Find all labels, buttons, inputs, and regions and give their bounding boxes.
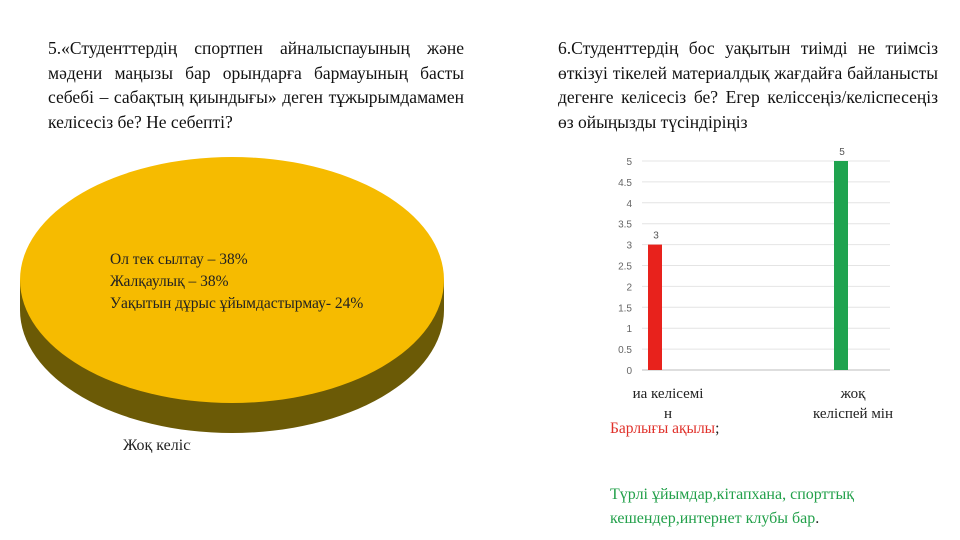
note-facilities: Түрлі ұйымдар,кітапхана, спорттық кешенд… [610,483,910,531]
y-tick-labels: 0 0.5 1 1.5 2 2.5 3 3.5 4 4.5 5 [618,157,632,377]
category-label-no: жоқ келіспей мін [812,386,894,422]
note-all-paid-punct: ; [715,420,720,437]
bar-chart: 00.511.522.533.544.55 35 [618,147,890,377]
y-tick-label: 0 [626,366,632,377]
data-labels: 35 [653,147,845,242]
y-tick-label: 5 [626,157,632,168]
category-label-yes: иа келісемі н [632,386,704,422]
pie-chart-3d [20,157,444,433]
bar [834,161,848,370]
y-tick-label: 0.5 [618,345,632,356]
y-tick-label: 3 [626,241,632,252]
y-tick-label: 1.5 [618,303,632,314]
pie-label-laziness: Жалқаулық – 38% [110,273,229,290]
pie-label-time-management: Уақытын дұрыс ұйымдастырмау- 24% [110,295,364,312]
data-label: 5 [839,147,845,158]
pie-label-excuse: Ол тек сылтау – 38% [110,251,248,268]
gridlines [642,160,890,371]
question-6-text: 6.Студенттердің бос уақытын тиімді не ти… [558,38,938,132]
bars [648,161,848,370]
y-tick-label: 2.5 [618,262,632,273]
data-label: 3 [653,231,659,242]
note-all-paid-text: Барлығы ақылы [610,420,716,437]
y-tick-label: 4 [626,199,632,210]
note-facilities-punct: . [815,510,820,527]
note-facilities-text: Түрлі ұйымдар,кітапхана, спорттық кешенд… [610,486,855,527]
y-tick-label: 1 [626,324,632,335]
y-tick-label: 3.5 [618,220,632,231]
y-tick-label: 2 [626,282,632,293]
pie-top [20,157,444,403]
question-5-text: 5.«Студенттердің спортпен айналыспауының… [48,38,464,132]
bar [648,244,662,370]
y-tick-label: 4.5 [618,178,632,189]
note-all-paid: Барлығы ақылы; [610,420,719,438]
